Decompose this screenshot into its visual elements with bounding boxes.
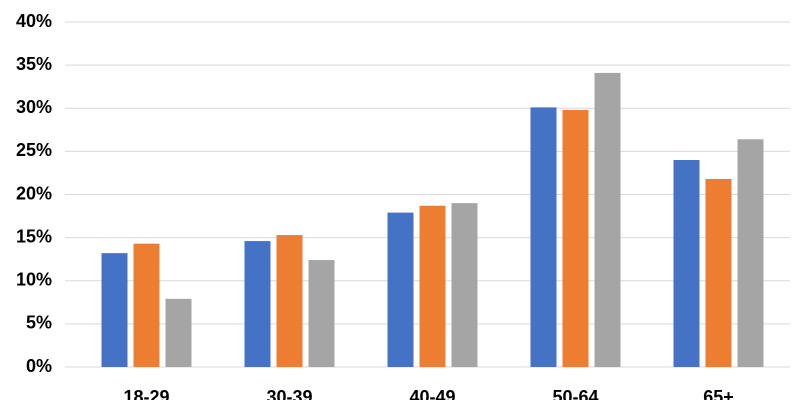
bar <box>101 253 128 367</box>
bar <box>705 178 732 367</box>
x-tick-label: 50-64 <box>552 387 598 400</box>
bar <box>530 107 557 367</box>
bar <box>419 205 446 367</box>
x-tick-label: 40-49 <box>409 387 455 400</box>
y-tick-label: 30% <box>16 97 52 117</box>
bar <box>562 109 589 367</box>
x-tick-label: 18-29 <box>123 387 169 400</box>
y-tick-label: 0% <box>26 356 52 376</box>
bar <box>133 243 160 367</box>
bar <box>594 72 621 367</box>
bar <box>276 235 303 367</box>
y-tick-label: 10% <box>16 270 52 290</box>
bar <box>308 260 335 367</box>
x-tick-label: 30-39 <box>266 387 312 400</box>
x-tick-label: 65+ <box>703 387 734 400</box>
y-tick-label: 25% <box>16 140 52 160</box>
bar <box>165 298 192 367</box>
bar <box>451 203 478 367</box>
bar <box>737 139 764 367</box>
bar <box>244 241 271 367</box>
bar <box>387 212 414 367</box>
bar <box>673 160 700 367</box>
y-tick-label: 15% <box>16 226 52 246</box>
y-tick-label: 40% <box>16 11 52 31</box>
y-tick-label: 20% <box>16 183 52 203</box>
y-tick-label: 35% <box>16 54 52 74</box>
y-tick-label: 5% <box>26 313 52 333</box>
